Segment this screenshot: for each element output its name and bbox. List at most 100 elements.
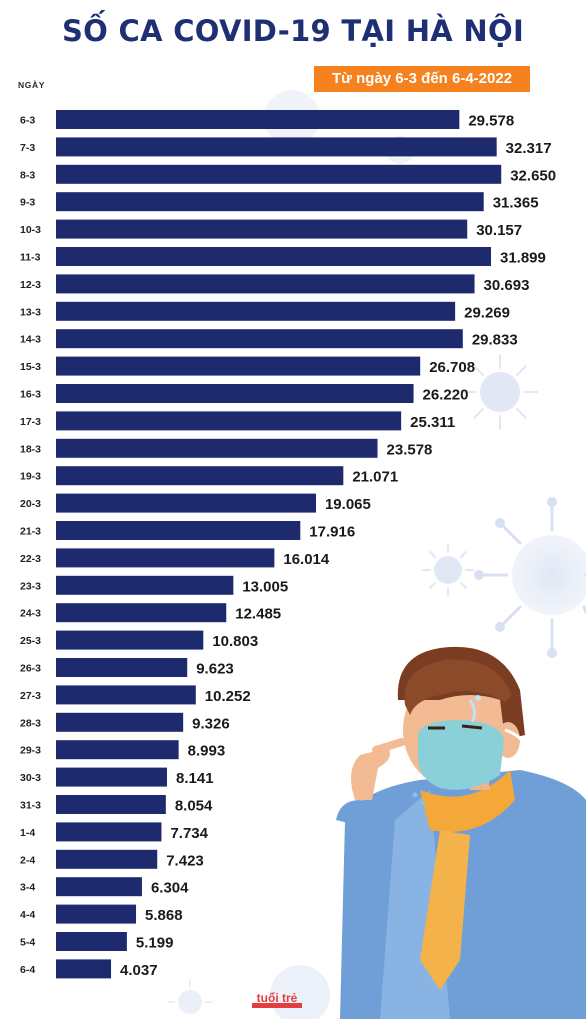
bar-value-label: 29.269 (464, 304, 510, 321)
category-tick-label: 8-3 (20, 169, 35, 181)
bar (56, 658, 188, 677)
bar (56, 164, 502, 184)
category-tick-label: 29-3 (20, 745, 41, 757)
category-tick-label: 19-3 (20, 471, 41, 483)
category-tick-label: 16-3 (20, 389, 41, 401)
bar-value-label: 31.365 (493, 195, 539, 212)
category-tick-label: 7-3 (20, 142, 35, 154)
category-tick-label: 10-3 (20, 224, 41, 236)
bar-value-label: 31.899 (500, 250, 546, 267)
category-tick-label: 26-3 (20, 663, 41, 675)
bar-value-label: 5.199 (136, 935, 174, 952)
category-tick-label: 13-3 (20, 306, 41, 318)
category-tick-label: 31-3 (20, 800, 41, 812)
virus-icon (462, 354, 538, 430)
bar (56, 219, 468, 239)
bar (56, 932, 127, 951)
bar-value-label: 17.916 (309, 524, 355, 541)
logo-text: tuổi trẻ (257, 991, 298, 1005)
category-tick-label: 27-3 (20, 690, 41, 702)
date-range-badge: Từ ngày 6-3 đến 6-4-2022 (314, 66, 530, 92)
bar (56, 630, 204, 650)
category-tick-label: 2-4 (20, 854, 35, 866)
bar (56, 356, 421, 376)
bar-value-label: 29.833 (472, 332, 518, 349)
tuoi-tre-logo: tuổi trẻ (252, 991, 302, 1008)
bar (56, 384, 414, 403)
bar (56, 959, 112, 979)
category-tick-label: 5-4 (20, 937, 35, 949)
bar-value-label: 9.623 (196, 661, 234, 678)
bar-value-label: 26.220 (423, 387, 469, 404)
bar (56, 466, 344, 486)
virus-icon (422, 544, 474, 596)
virus-icon (474, 497, 586, 658)
bar-value-label: 21.071 (352, 469, 398, 486)
bar (56, 548, 275, 568)
bar-value-label: 26.708 (429, 359, 475, 376)
bar-value-label: 8.993 (188, 743, 226, 760)
bar (56, 110, 460, 129)
bar (56, 274, 475, 294)
bar (56, 877, 142, 897)
page-title: SỐ CA COVID-19 TẠI HÀ NỘI (61, 14, 525, 48)
bar-value-label: 30.157 (476, 222, 522, 239)
bar-value-label: 5.868 (145, 907, 183, 924)
category-tick-label: 21-3 (20, 526, 41, 538)
category-tick-label: 30-3 (20, 772, 41, 784)
category-tick-label: 28-3 (20, 717, 41, 729)
bar (56, 493, 316, 513)
bar-value-label: 4.037 (120, 962, 158, 979)
bar (56, 685, 196, 705)
category-tick-label: 25-3 (20, 635, 41, 647)
category-tick-label: 6-4 (20, 964, 35, 976)
category-tick-label: 9-3 (20, 197, 35, 209)
bar (56, 740, 179, 760)
bar (56, 301, 456, 321)
category-tick-label: 6-3 (20, 115, 35, 127)
bar (56, 904, 137, 924)
bar-value-label: 29.578 (468, 113, 514, 130)
bar-value-label: 25.311 (410, 414, 455, 431)
category-tick-label: 11-3 (20, 252, 41, 264)
bar-value-label: 9.326 (192, 715, 230, 732)
category-tick-label: 20-3 (20, 498, 41, 510)
bar (56, 849, 158, 869)
bar-value-label: 12.485 (235, 606, 281, 623)
category-tick-label: 4-4 (20, 909, 35, 921)
bar (56, 603, 227, 623)
bar (56, 712, 184, 732)
bar-value-label: 10.252 (205, 688, 251, 705)
bar (56, 329, 463, 349)
bar-value-label: 13.005 (242, 578, 288, 595)
bar (56, 521, 301, 540)
bar (56, 575, 234, 595)
bar-value-label: 32.317 (506, 140, 552, 157)
bar (56, 192, 484, 212)
bar-value-label: 6.304 (151, 880, 189, 897)
bar-value-label: 7.423 (166, 852, 204, 869)
bar (56, 247, 491, 266)
category-tick-label: 22-3 (20, 553, 41, 565)
bar (56, 822, 162, 842)
category-tick-label: 12-3 (20, 279, 41, 291)
bar-value-label: 8.054 (175, 798, 213, 815)
bar-value-label: 32.650 (510, 167, 556, 184)
bar (56, 411, 402, 431)
category-tick-label: 3-4 (20, 882, 35, 894)
category-tick-label: 14-3 (20, 334, 41, 346)
category-tick-label: 23-3 (20, 580, 41, 592)
category-tick-label: 1-4 (20, 827, 35, 839)
bar-value-label: 16.014 (283, 551, 330, 568)
category-tick-label: 24-3 (20, 608, 41, 620)
category-tick-label: 17-3 (20, 416, 41, 428)
category-tick-label: 15-3 (20, 361, 41, 373)
bar-value-label: 30.693 (484, 277, 530, 294)
bar-value-label: 19.065 (325, 496, 371, 513)
bar-value-label: 10.803 (212, 633, 258, 650)
masked-person-illustration (336, 646, 586, 1019)
bar (56, 438, 378, 458)
category-tick-label: 18-3 (20, 443, 41, 455)
y-axis-label: NGÀY (18, 80, 45, 90)
